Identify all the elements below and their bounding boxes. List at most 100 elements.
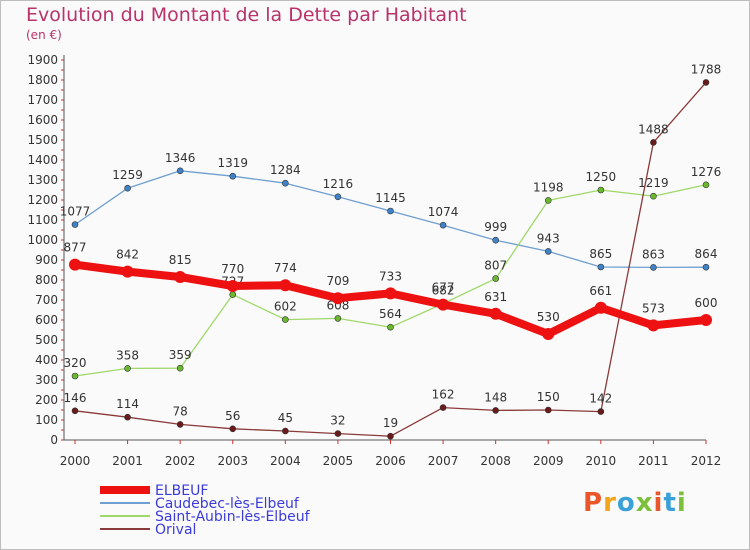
data-point-saint-aubin-les-elbeuf [650, 192, 657, 200]
data-point-orival [282, 427, 289, 435]
y-tick-label: 500 [35, 333, 58, 347]
data-point-elbeuf [647, 319, 660, 332]
data-point-orival [702, 79, 710, 86]
data-label-orival: 1788 [691, 62, 722, 76]
data-label-saint-aubin-les-elbeuf: 608 [326, 298, 349, 312]
y-tick-label: 900 [35, 253, 58, 267]
data-point-caudebec-les-elbeuf [544, 248, 552, 255]
x-tick-label: 2002 [165, 454, 196, 468]
x-tick-label: 2010 [586, 454, 617, 468]
data-point-orival [387, 432, 394, 440]
data-point-elbeuf [594, 301, 607, 314]
data-label-saint-aubin-les-elbeuf: 807 [484, 259, 507, 273]
data-point-orival [334, 430, 342, 437]
y-tick-label: 600 [35, 313, 58, 327]
logo-letter: t [663, 488, 677, 518]
proxiti-logo: Proxiti [583, 488, 687, 518]
data-label-orival: 78 [173, 404, 188, 418]
x-tick-label: 2009 [533, 454, 564, 468]
data-point-orival [229, 425, 237, 433]
data-point-caudebec-les-elbeuf [597, 263, 605, 271]
data-label-orival: 146 [64, 391, 87, 405]
data-point-orival [176, 421, 184, 428]
data-label-caudebec-les-elbeuf: 863 [642, 247, 665, 261]
y-tick-label: 0 [50, 433, 58, 447]
data-label-saint-aubin-les-elbeuf: 682 [432, 284, 455, 298]
data-label-caudebec-les-elbeuf: 1259 [112, 168, 143, 182]
data-point-saint-aubin-les-elbeuf [282, 316, 289, 323]
data-label-orival: 150 [537, 390, 560, 404]
legend-label-elbeuf: ELBEUF [155, 483, 208, 499]
data-point-saint-aubin-les-elbeuf [124, 365, 131, 372]
y-tick-label: 200 [35, 393, 58, 407]
y-tick-label: 1400 [27, 153, 58, 167]
logo-letter: P [583, 488, 604, 518]
data-label-saint-aubin-les-elbeuf: 1198 [533, 180, 564, 194]
legend-label-saint-aubin-les-elbeuf: Saint-Aubin-lès-Elbeuf [155, 509, 311, 525]
logo-letter: o [616, 488, 636, 518]
data-label-elbeuf: 709 [326, 274, 349, 288]
data-label-caudebec-les-elbeuf: 1346 [165, 151, 196, 165]
data-point-caudebec-les-elbeuf [702, 263, 710, 271]
data-point-elbeuf [226, 280, 239, 292]
data-label-saint-aubin-les-elbeuf: 1219 [638, 176, 669, 190]
data-label-orival: 148 [484, 390, 507, 404]
x-tick-label: 2005 [323, 454, 354, 468]
data-point-elbeuf [489, 307, 502, 320]
data-label-caudebec-les-elbeuf: 999 [484, 220, 507, 234]
x-tick-label: 2004 [270, 454, 301, 468]
x-tick-label: 2006 [375, 454, 406, 468]
data-point-orival [650, 139, 657, 146]
data-point-caudebec-les-elbeuf [492, 236, 499, 244]
data-point-elbeuf [384, 287, 397, 300]
data-label-orival: 56 [225, 409, 240, 423]
y-tick-label: 1300 [27, 173, 58, 187]
data-label-orival: 32 [330, 414, 345, 428]
data-point-elbeuf [437, 298, 450, 311]
y-tick-label: 700 [35, 293, 58, 307]
data-point-elbeuf [542, 328, 555, 340]
data-point-saint-aubin-les-elbeuf [492, 275, 499, 282]
data-label-elbeuf: 661 [589, 284, 612, 298]
data-point-elbeuf [331, 292, 344, 305]
data-label-elbeuf: 530 [537, 310, 560, 324]
data-point-elbeuf [279, 279, 292, 292]
data-label-orival: 114 [116, 397, 139, 411]
data-point-caudebec-les-elbeuf [650, 264, 657, 271]
data-label-saint-aubin-les-elbeuf: 564 [379, 307, 402, 321]
data-label-caudebec-les-elbeuf: 1145 [375, 191, 406, 205]
x-tick-label: 2001 [112, 454, 143, 468]
data-label-elbeuf: 815 [169, 253, 192, 267]
logo-letter: i [676, 488, 687, 518]
chart-subtitle: (en €) [26, 28, 62, 42]
data-label-caudebec-les-elbeuf: 1074 [428, 205, 459, 219]
data-label-caudebec-les-elbeuf: 1319 [217, 156, 248, 170]
data-point-orival [544, 406, 552, 414]
data-point-caudebec-les-elbeuf [387, 207, 394, 215]
data-label-orival: 142 [589, 392, 612, 406]
data-point-elbeuf [700, 314, 712, 326]
y-tick-label: 300 [35, 373, 58, 387]
data-point-elbeuf [121, 265, 134, 278]
x-tick-label: 2003 [217, 454, 248, 468]
y-tick-label: 1800 [27, 73, 58, 87]
x-tick-label: 2008 [480, 454, 511, 468]
data-label-caudebec-les-elbeuf: 1284 [270, 163, 301, 177]
logo-letter: x [635, 488, 654, 518]
data-point-orival [439, 404, 447, 411]
y-tick-label: 1500 [27, 133, 58, 147]
data-point-saint-aubin-les-elbeuf [176, 364, 184, 372]
data-point-caudebec-les-elbeuf [229, 172, 237, 180]
data-point-caudebec-les-elbeuf [124, 184, 131, 192]
y-tick-label: 1600 [27, 113, 58, 127]
data-point-elbeuf [69, 258, 81, 271]
data-label-caudebec-les-elbeuf: 943 [537, 231, 560, 245]
data-point-saint-aubin-les-elbeuf [334, 315, 342, 322]
data-label-elbeuf: 677 [432, 281, 455, 295]
legend-label-caudebec-les-elbeuf: Caudebec-lès-Elbeuf [155, 496, 300, 512]
logo-letter: i [653, 488, 664, 518]
data-point-saint-aubin-les-elbeuf [387, 323, 394, 331]
data-point-caudebec-les-elbeuf [439, 221, 447, 229]
data-point-orival [597, 408, 605, 415]
